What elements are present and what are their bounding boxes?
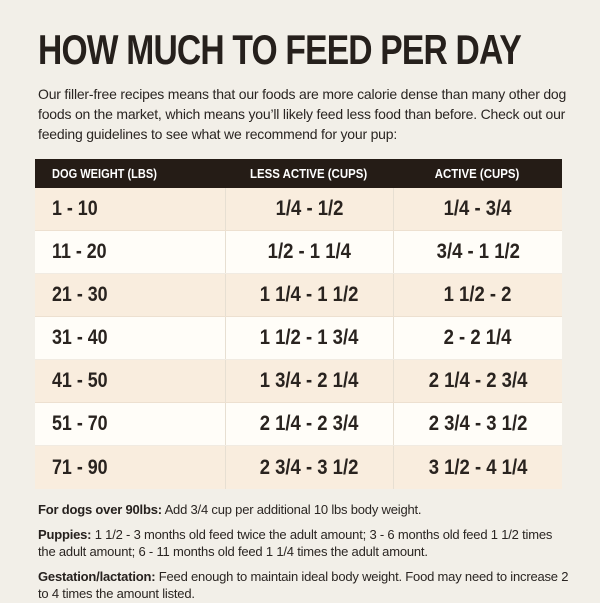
- cell-active: 3/4 - 1 1/2: [393, 231, 562, 273]
- cell-less-active: 2 3/4 - 3 1/2: [225, 446, 393, 489]
- table-header-row: DOG WEIGHT (LBS) LESS ACTIVE (CUPS) ACTI…: [35, 159, 562, 188]
- note-text: 1 1/2 - 3 months old feed twice the adul…: [38, 526, 553, 560]
- cell-active: 2 1/4 - 2 3/4: [393, 360, 562, 402]
- note-label: For dogs over 90lbs:: [38, 502, 162, 517]
- table-row: 41 - 50 1 3/4 - 2 1/4 2 1/4 - 2 3/4: [35, 360, 562, 403]
- cell-less-active: 1 1/4 - 1 1/2: [225, 274, 393, 316]
- table-row: 11 - 20 1/2 - 1 1/4 3/4 - 1 1/2: [35, 231, 562, 274]
- column-header-dog-weight: DOG WEIGHT (LBS): [52, 166, 157, 181]
- table-row: 51 - 70 2 1/4 - 2 3/4 2 3/4 - 3 1/2: [35, 403, 562, 446]
- cell-less-active: 1 3/4 - 2 1/4: [225, 360, 393, 402]
- cell-weight: 11 - 20: [52, 240, 107, 263]
- table-row: 71 - 90 2 3/4 - 3 1/2 3 1/2 - 4 1/4: [35, 446, 562, 489]
- column-header-less-active: LESS ACTIVE (CUPS): [250, 166, 368, 181]
- cell-weight: 21 - 30: [52, 283, 108, 306]
- cell-less-active: 1/4 - 1/2: [225, 188, 393, 230]
- cell-less-active: 1/2 - 1 1/4: [225, 231, 393, 273]
- cell-less-active: 2 1/4 - 2 3/4: [225, 403, 393, 445]
- cell-weight: 31 - 40: [52, 326, 108, 349]
- footnotes: For dogs over 90lbs: Add 3/4 cup per add…: [38, 501, 572, 603]
- cell-weight: 51 - 70: [52, 412, 108, 435]
- feeding-table: DOG WEIGHT (LBS) LESS ACTIVE (CUPS) ACTI…: [35, 159, 562, 489]
- cell-active: 3 1/2 - 4 1/4: [393, 446, 562, 489]
- table-row: 1 - 10 1/4 - 1/2 1/4 - 3/4: [35, 188, 562, 231]
- cell-active: 2 3/4 - 3 1/2: [393, 403, 562, 445]
- table-row: 21 - 30 1 1/4 - 1 1/2 1 1/2 - 2: [35, 274, 562, 317]
- cell-weight: 1 - 10: [52, 197, 98, 220]
- note-over-90lbs: For dogs over 90lbs: Add 3/4 cup per add…: [38, 501, 572, 519]
- note-text: Add 3/4 cup per additional 10 lbs body w…: [164, 502, 422, 517]
- intro-paragraph: Our filler-free recipes means that our f…: [38, 86, 567, 142]
- table-row: 31 - 40 1 1/2 - 1 3/4 2 - 2 1/4: [35, 317, 562, 360]
- cell-active: 2 - 2 1/4: [393, 317, 562, 359]
- cell-active: 1/4 - 3/4: [393, 188, 562, 230]
- note-gestation: Gestation/lactation: Feed enough to main…: [38, 568, 572, 603]
- column-header-active: ACTIVE (CUPS): [435, 166, 520, 181]
- cell-less-active: 1 1/2 - 1 3/4: [225, 317, 393, 359]
- note-puppies: Puppies: 1 1/2 - 3 months old feed twice…: [38, 526, 572, 561]
- note-label: Puppies:: [38, 526, 92, 542]
- page-title: HOW MUCH TO FEED PER DAY: [38, 26, 522, 73]
- note-text: Feed enough to maintain ideal body weigh…: [38, 568, 569, 602]
- cell-active: 1 1/2 - 2: [393, 274, 562, 316]
- note-label: Gestation/lactation:: [38, 568, 156, 584]
- cell-weight: 71 - 90: [52, 455, 108, 479]
- cell-weight: 41 - 50: [52, 369, 108, 392]
